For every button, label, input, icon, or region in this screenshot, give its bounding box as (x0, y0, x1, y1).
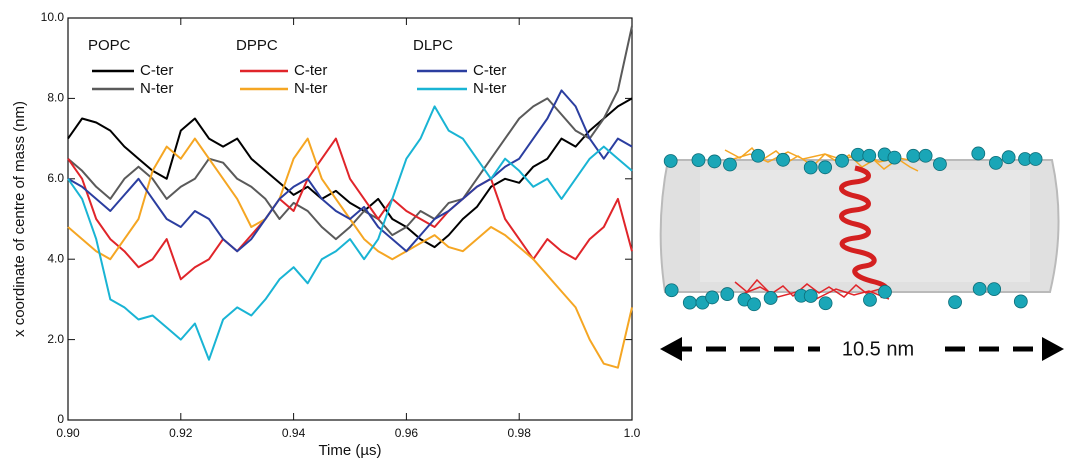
arrow-head-left (660, 337, 682, 361)
series-line (67, 137, 633, 369)
headgroup (1001, 150, 1016, 165)
headgroup (972, 281, 987, 296)
y-tick-label: 4.0 (47, 251, 64, 265)
y-tick-label: 8.0 (47, 91, 64, 105)
legend-label: N-ter (140, 80, 173, 97)
headgroup (720, 287, 735, 301)
y-tick-label: 6.0 (47, 171, 64, 185)
headgroup (1028, 152, 1043, 166)
headgroup (776, 152, 790, 167)
legend-group-title: DLPC (413, 37, 453, 54)
y-tick-label: 0 (57, 412, 64, 426)
headgroup (878, 285, 892, 299)
helix (839, 165, 890, 299)
legend-label: N-ter (473, 80, 506, 97)
headgroup (1013, 294, 1028, 309)
arrow-head-right (1042, 337, 1064, 361)
x-tick-label: 0.96 (395, 426, 419, 440)
headgroup (763, 291, 778, 305)
headgroup (818, 296, 833, 311)
legend-label: C-ter (140, 62, 173, 79)
series-line (67, 89, 633, 253)
y-tick-label: 2.0 (47, 332, 64, 346)
plot: Time (µs) x coordinate of centre of mass… (11, 10, 641, 459)
series-line (67, 97, 633, 249)
series-line (67, 105, 633, 361)
headgroup (988, 155, 1003, 170)
x-tick-label: 0.92 (169, 426, 193, 440)
headgroup (682, 295, 697, 310)
headgroup (705, 290, 720, 305)
headgroup (948, 295, 962, 310)
y-axis-label: x coordinate of centre of mass (nm) (11, 101, 28, 337)
headgroup (887, 150, 902, 165)
series-line (67, 25, 633, 241)
x-tick-label: 0.98 (508, 426, 532, 440)
headgroup (664, 283, 679, 298)
width-annotation: 10.5 nm (842, 338, 914, 360)
legend-group-title: DPPC (236, 37, 278, 54)
headgroup (971, 146, 986, 161)
headgroup (918, 148, 933, 163)
x-tick-label: 0.90 (56, 426, 80, 440)
legend-label: N-ter (294, 80, 327, 97)
headgroup (803, 289, 818, 303)
headgroup (835, 153, 849, 168)
headgroup (933, 157, 947, 172)
headgroup (723, 157, 737, 172)
headgroup (803, 160, 818, 175)
legend-label: C-ter (294, 62, 327, 79)
headgroup (747, 297, 761, 312)
plot-frame (67, 17, 633, 421)
headgroup (707, 154, 722, 169)
x-tick-label: 1.0 (624, 426, 641, 440)
y-tick-label: 10.0 (41, 10, 65, 24)
headgroup (818, 160, 833, 175)
x-tick-label: 0.94 (282, 426, 306, 440)
legend-group-title: POPC (88, 37, 131, 54)
series-line (67, 137, 633, 281)
x-axis-label: Time (µs) (318, 442, 381, 459)
headgroup (863, 292, 877, 307)
headgroup (663, 154, 678, 168)
legend-label: C-ter (473, 62, 506, 79)
headgroup (751, 148, 765, 163)
headgroup (862, 148, 877, 163)
lipid-headgroups (663, 146, 1043, 312)
membrane-illustration: 10.5 nm (659, 146, 1064, 361)
headgroup (906, 148, 921, 163)
headgroup (987, 282, 1002, 296)
headgroup (691, 153, 706, 168)
